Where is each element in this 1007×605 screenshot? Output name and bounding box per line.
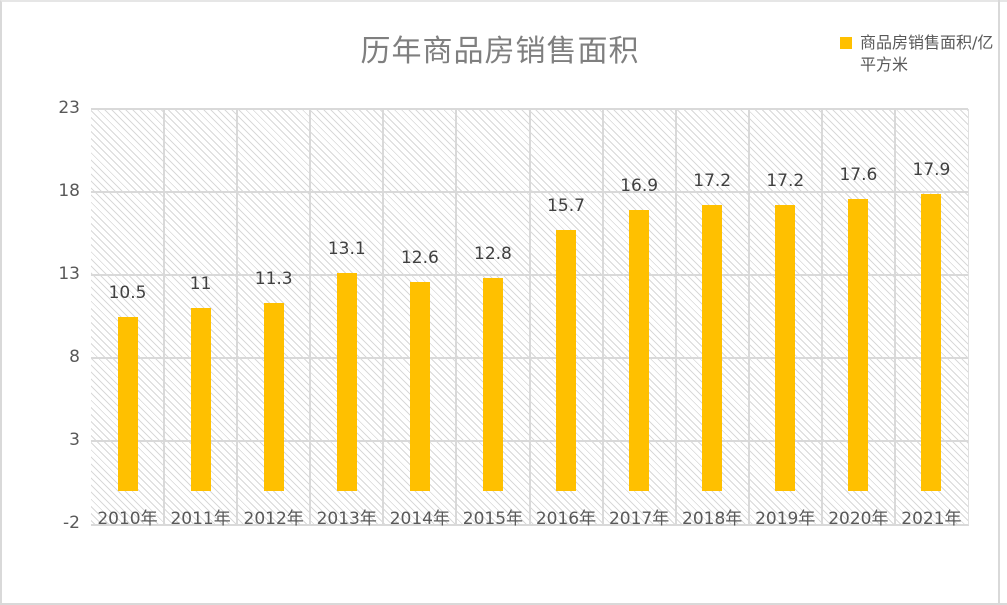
chart-title: 历年商品房销售面积 bbox=[360, 34, 640, 69]
bar[interactable] bbox=[556, 230, 577, 491]
bar[interactable] bbox=[409, 281, 430, 491]
bar[interactable] bbox=[848, 198, 869, 491]
bar[interactable] bbox=[775, 205, 796, 491]
gridline-vertical bbox=[674, 109, 677, 524]
gridline-vertical bbox=[601, 109, 604, 524]
data-label: 12.8 bbox=[474, 244, 512, 265]
gridline-vertical bbox=[382, 109, 385, 524]
bar[interactable] bbox=[629, 210, 650, 491]
data-label: 10.5 bbox=[108, 282, 147, 303]
legend-swatch-icon bbox=[840, 37, 852, 49]
gridline-vertical bbox=[455, 109, 458, 524]
bar[interactable] bbox=[921, 193, 942, 491]
data-label: 12.6 bbox=[400, 247, 439, 268]
data-label: 17.9 bbox=[912, 159, 951, 180]
data-label: 17.6 bbox=[839, 164, 878, 185]
data-label: 11 bbox=[189, 274, 212, 295]
x-tick-label: 2020年 bbox=[828, 509, 889, 529]
legend-label: 商品房销售面积/亿平方米 bbox=[860, 33, 994, 74]
gridline-vertical bbox=[236, 109, 239, 524]
bar[interactable] bbox=[702, 205, 723, 491]
y-tick-label: 3 bbox=[69, 430, 80, 450]
y-tick-label: 23 bbox=[58, 98, 80, 118]
x-tick-label: 2019年 bbox=[755, 509, 816, 529]
y-tick-label: 8 bbox=[69, 347, 80, 367]
x-tick-label: 2014年 bbox=[389, 509, 450, 529]
x-tick-label: 2011年 bbox=[170, 509, 231, 529]
data-label: 17.2 bbox=[766, 171, 805, 192]
y-tick-label: -2 bbox=[63, 513, 80, 533]
chart-frame-right-edge bbox=[998, 0, 1000, 605]
x-tick-label: 2010年 bbox=[97, 509, 158, 529]
x-tick-label: 2015年 bbox=[462, 509, 524, 529]
bar[interactable] bbox=[117, 316, 138, 491]
x-tick-label: 2016年 bbox=[535, 509, 597, 529]
x-tick-label: 2021年 bbox=[901, 509, 962, 529]
y-tick-label: 18 bbox=[58, 181, 80, 201]
bar[interactable] bbox=[263, 303, 284, 491]
gridline-vertical bbox=[309, 109, 312, 524]
data-label: 16.9 bbox=[620, 176, 659, 197]
x-tick-label: 2012年 bbox=[243, 509, 304, 529]
gridline-vertical bbox=[820, 109, 823, 524]
gridline-vertical bbox=[893, 109, 896, 524]
data-label: 17.2 bbox=[693, 171, 732, 192]
x-tick-label: 2017年 bbox=[608, 509, 670, 529]
data-label: 15.7 bbox=[547, 196, 585, 217]
plot-area bbox=[91, 108, 969, 526]
bar[interactable] bbox=[336, 273, 357, 491]
data-label: 13.1 bbox=[327, 239, 366, 260]
x-tick-label: 2018年 bbox=[682, 509, 743, 529]
bar[interactable] bbox=[482, 278, 503, 491]
gridline-vertical bbox=[747, 109, 750, 524]
bar[interactable] bbox=[190, 308, 211, 491]
gridline-vertical bbox=[163, 109, 166, 524]
data-label: 11.3 bbox=[254, 269, 293, 290]
y-tick-label: 13 bbox=[58, 264, 80, 284]
gridline-vertical bbox=[528, 109, 531, 524]
x-tick-label: 2013年 bbox=[316, 509, 377, 529]
